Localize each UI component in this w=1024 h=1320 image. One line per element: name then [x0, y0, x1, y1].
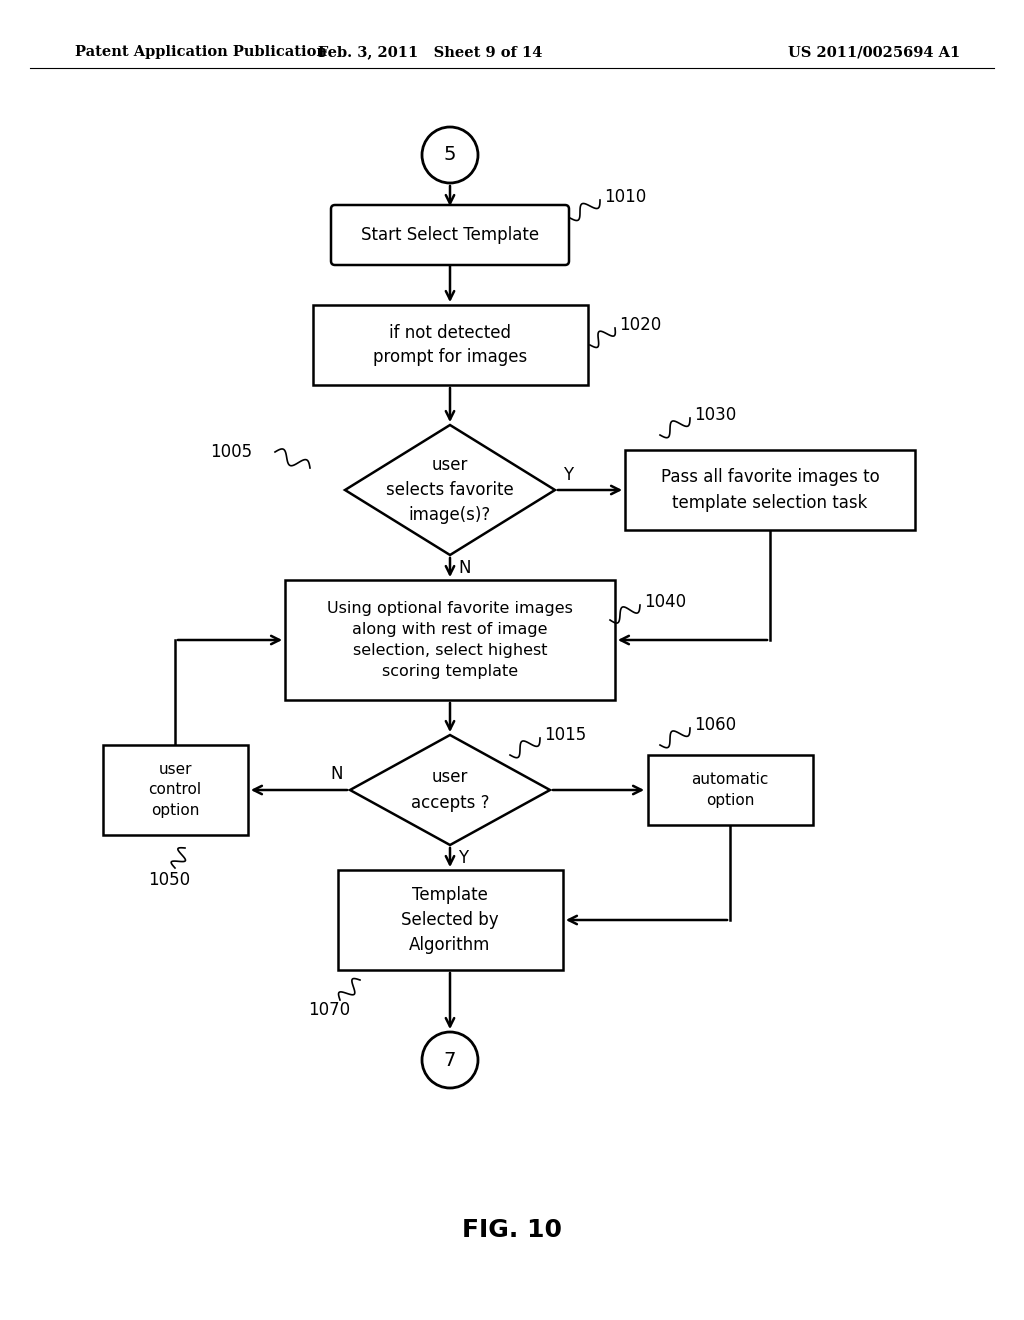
Text: user
accepts ?: user accepts ? [411, 768, 489, 812]
Text: Y: Y [458, 849, 468, 867]
Text: automatic
option: automatic option [691, 772, 769, 808]
Text: 7: 7 [443, 1051, 456, 1069]
Text: 1030: 1030 [694, 407, 736, 424]
Text: Patent Application Publication: Patent Application Publication [75, 45, 327, 59]
Text: 1005: 1005 [210, 444, 252, 461]
Bar [647, 755, 812, 825]
Text: 1020: 1020 [618, 315, 662, 334]
Bar [285, 579, 615, 700]
Text: Start Select Template: Start Select Template [360, 226, 539, 244]
Text: Feb. 3, 2011   Sheet 9 of 14: Feb. 3, 2011 Sheet 9 of 14 [317, 45, 542, 59]
Text: N: N [330, 766, 342, 783]
Text: Pass all favorite images to
template selection task: Pass all favorite images to template sel… [660, 469, 880, 511]
Text: if not detected
prompt for images: if not detected prompt for images [373, 323, 527, 367]
Bar [338, 870, 562, 970]
Text: FIG. 10: FIG. 10 [462, 1218, 562, 1242]
Text: 1050: 1050 [148, 871, 190, 888]
FancyBboxPatch shape [331, 205, 569, 265]
Text: N: N [458, 558, 470, 577]
Bar [625, 450, 915, 531]
Text: Using optional favorite images
along with rest of image
selection, select highes: Using optional favorite images along wit… [327, 601, 573, 678]
Text: 1040: 1040 [644, 593, 686, 611]
Bar [102, 744, 248, 836]
Text: user
selects favorite
image(s)?: user selects favorite image(s)? [386, 455, 514, 524]
Text: Template
Selected by
Algorithm: Template Selected by Algorithm [401, 886, 499, 954]
Text: user
control
option: user control option [148, 762, 202, 818]
Text: 1070: 1070 [308, 1001, 350, 1019]
Text: 1060: 1060 [694, 715, 736, 734]
Text: 1010: 1010 [604, 187, 646, 206]
Text: Y: Y [563, 466, 573, 484]
Text: US 2011/0025694 A1: US 2011/0025694 A1 [787, 45, 961, 59]
Text: 5: 5 [443, 145, 457, 165]
Text: 1015: 1015 [544, 726, 587, 744]
Bar [312, 305, 588, 385]
